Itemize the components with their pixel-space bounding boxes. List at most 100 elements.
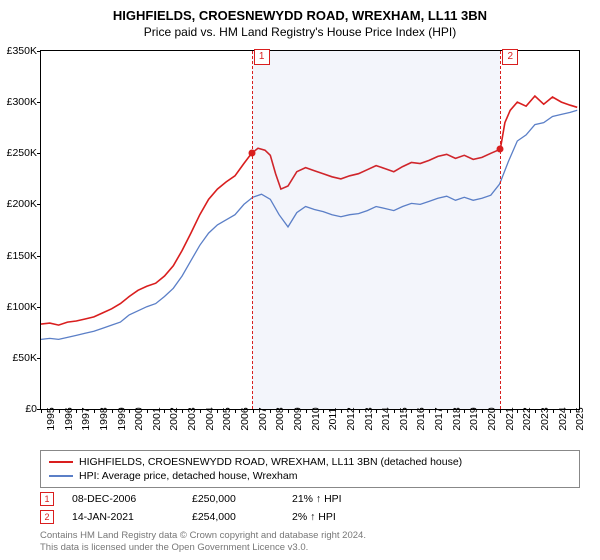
y-tick-label: £250K: [0, 147, 37, 159]
marker-box-2: 2: [502, 49, 518, 65]
event-delta: 21% ↑ HPI: [292, 493, 392, 505]
x-tick: [570, 409, 571, 413]
events-table: 1 08-DEC-2006£250,00021% ↑ HPI 2 14-JAN-202…: [40, 490, 580, 526]
y-tick: [37, 102, 41, 103]
x-tick-label: 2007: [257, 407, 269, 430]
legend-label: HPI: Average price, detached house, Wrex…: [79, 470, 298, 482]
y-tick: [37, 204, 41, 205]
marker-dot-1: [248, 150, 255, 157]
x-tick-label: 2001: [151, 407, 163, 430]
x-tick-label: 2013: [363, 407, 375, 430]
copyright-line-2: This data is licensed under the Open Gov…: [40, 542, 580, 554]
marker-line-2: [500, 51, 501, 409]
event-date: 08-DEC-2006: [72, 493, 192, 505]
x-tick: [164, 409, 165, 413]
legend-box: HIGHFIELDS, CROESNEWYDD ROAD, WREXHAM, L…: [40, 450, 580, 488]
x-tick-label: 2022: [521, 407, 533, 430]
x-tick-label: 2014: [380, 407, 392, 430]
legend-label: HIGHFIELDS, CROESNEWYDD ROAD, WREXHAM, L…: [79, 456, 462, 468]
y-tick: [37, 51, 41, 52]
x-tick: [553, 409, 554, 413]
y-tick-label: £150K: [0, 250, 37, 262]
y-tick-label: £350K: [0, 45, 37, 57]
x-tick: [411, 409, 412, 413]
x-tick: [182, 409, 183, 413]
x-tick-label: 2006: [239, 407, 251, 430]
event-marker-box: 1: [40, 492, 54, 506]
x-tick-label: 2009: [292, 407, 304, 430]
x-tick: [500, 409, 501, 413]
y-tick: [37, 307, 41, 308]
y-tick-label: £200K: [0, 198, 37, 210]
x-tick-label: 2003: [186, 407, 198, 430]
x-tick: [76, 409, 77, 413]
x-tick-label: 2025: [574, 407, 586, 430]
event-row-2: 214-JAN-2021£254,0002% ↑ HPI: [40, 508, 580, 526]
x-tick-label: 1996: [63, 407, 75, 430]
x-tick-label: 2024: [557, 407, 569, 430]
marker-dot-2: [497, 146, 504, 153]
x-tick: [376, 409, 377, 413]
x-tick: [429, 409, 430, 413]
x-tick: [323, 409, 324, 413]
x-tick: [112, 409, 113, 413]
x-tick: [306, 409, 307, 413]
legend-row-hpi: HPI: Average price, detached house, Wrex…: [49, 469, 571, 483]
x-tick-label: 2012: [345, 407, 357, 430]
copyright-text: Contains HM Land Registry data © Crown c…: [40, 530, 580, 554]
x-tick: [94, 409, 95, 413]
x-tick-label: 2019: [468, 407, 480, 430]
x-tick: [517, 409, 518, 413]
x-tick: [235, 409, 236, 413]
x-tick-label: 2010: [310, 407, 322, 430]
x-tick-label: 2011: [327, 408, 339, 431]
x-tick: [147, 409, 148, 413]
x-tick-label: 1998: [98, 407, 110, 430]
x-tick-label: 2021: [504, 407, 516, 430]
x-tick: [341, 409, 342, 413]
x-tick: [41, 409, 42, 413]
x-tick-label: 2023: [539, 407, 551, 430]
x-tick-label: 2017: [433, 407, 445, 430]
x-tick-label: 2020: [486, 407, 498, 430]
copyright-line-1: Contains HM Land Registry data © Crown c…: [40, 530, 580, 542]
x-tick: [288, 409, 289, 413]
event-date: 14-JAN-2021: [72, 511, 192, 523]
x-tick-label: 2004: [204, 407, 216, 430]
x-tick-label: 2005: [221, 407, 233, 430]
x-tick-label: 2018: [451, 407, 463, 430]
chart-plot-area: £0£50K£100K£150K£200K£250K£300K£350K1995…: [40, 50, 580, 410]
marker-box-1: 1: [254, 49, 270, 65]
x-tick-label: 2015: [398, 407, 410, 430]
chart-shade-band: [252, 51, 501, 409]
y-tick-label: £100K: [0, 301, 37, 313]
marker-line-1: [252, 51, 253, 409]
event-marker-box: 2: [40, 510, 54, 524]
legend-row-property: HIGHFIELDS, CROESNEWYDD ROAD, WREXHAM, L…: [49, 455, 571, 469]
x-tick-label: 2008: [274, 407, 286, 430]
x-tick: [482, 409, 483, 413]
legend-swatch: [49, 461, 73, 463]
x-tick: [359, 409, 360, 413]
x-tick: [464, 409, 465, 413]
x-tick-label: 2002: [168, 407, 180, 430]
y-tick: [37, 153, 41, 154]
legend-swatch: [49, 475, 73, 477]
chart-subtitle: Price paid vs. HM Land Registry's House …: [0, 23, 600, 45]
x-tick: [447, 409, 448, 413]
x-tick: [270, 409, 271, 413]
event-price: £254,000: [192, 511, 292, 523]
x-tick-label: 1999: [116, 407, 128, 430]
x-tick: [129, 409, 130, 413]
y-tick-label: £50K: [0, 352, 37, 364]
y-tick: [37, 256, 41, 257]
x-tick-label: 2000: [133, 407, 145, 430]
y-tick-label: £0: [0, 403, 37, 415]
event-price: £250,000: [192, 493, 292, 505]
y-tick: [37, 358, 41, 359]
y-tick-label: £300K: [0, 96, 37, 108]
x-tick: [253, 409, 254, 413]
x-tick-label: 2016: [415, 407, 427, 430]
x-tick: [394, 409, 395, 413]
x-tick: [200, 409, 201, 413]
